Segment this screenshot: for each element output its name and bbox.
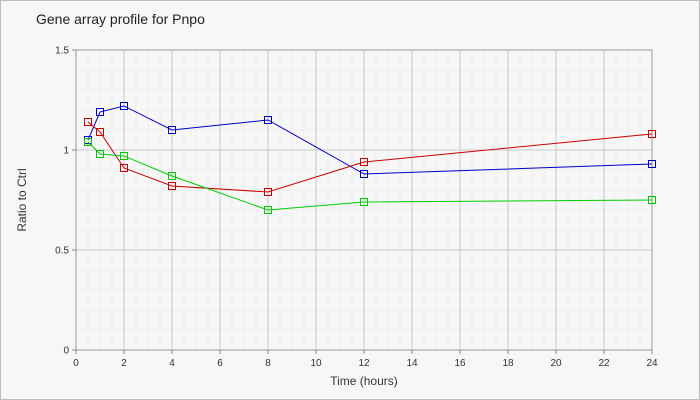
x-axis-label: Time (hours) xyxy=(330,374,398,388)
y-tick-label: 0.5 xyxy=(55,246,69,257)
y-axis-label: Ratio to Ctrl xyxy=(15,168,29,231)
series-2 xyxy=(84,118,656,196)
data-point-marker xyxy=(120,152,128,160)
series-line xyxy=(87,121,653,193)
data-point-marker xyxy=(648,196,656,204)
series-3 xyxy=(84,138,656,214)
data-point-marker xyxy=(84,138,92,146)
y-axis-ticks: 0 0.5 1 1.5 xyxy=(55,46,76,357)
x-axis-ticks: 0 2 4 6 8 10 12 14 16 18 20 22 24 xyxy=(73,350,658,369)
y-tick-label: 1.5 xyxy=(55,46,69,57)
data-point-marker xyxy=(360,198,368,206)
series-layer xyxy=(84,102,656,214)
x-tick-label: 20 xyxy=(550,358,562,369)
data-point-marker xyxy=(360,158,368,166)
y-tick-label: 0 xyxy=(63,346,69,357)
x-tick-label: 2 xyxy=(121,358,127,369)
x-tick-label: 8 xyxy=(265,358,271,369)
data-point-marker xyxy=(648,160,656,168)
x-tick-label: 18 xyxy=(502,358,514,369)
data-point-marker xyxy=(360,170,368,178)
data-point-marker xyxy=(168,172,176,180)
series-line xyxy=(87,141,653,211)
x-tick-label: 10 xyxy=(310,358,322,369)
data-point-marker xyxy=(264,188,272,196)
x-tick-label: 12 xyxy=(358,358,370,369)
x-tick-label: 6 xyxy=(217,358,223,369)
series-1 xyxy=(84,102,656,178)
data-point-marker xyxy=(96,150,104,158)
y-tick-label: 1 xyxy=(63,146,69,157)
chart-title: Gene array profile for Pnpo xyxy=(36,11,205,27)
data-point-marker xyxy=(120,164,128,172)
data-point-marker xyxy=(120,102,128,110)
x-tick-label: 4 xyxy=(169,358,175,369)
x-tick-label: 22 xyxy=(598,358,610,369)
major-grid xyxy=(75,49,653,351)
data-point-marker xyxy=(96,108,104,116)
series-line xyxy=(87,105,653,175)
x-tick-label: 0 xyxy=(73,358,79,369)
x-tick-label: 14 xyxy=(406,358,418,369)
x-tick-label: 24 xyxy=(646,358,658,369)
data-point-marker xyxy=(168,126,176,134)
data-point-marker xyxy=(264,206,272,214)
data-point-marker xyxy=(264,116,272,124)
data-point-marker xyxy=(96,128,104,136)
data-point-marker xyxy=(648,130,656,138)
data-point-marker xyxy=(168,182,176,190)
x-tick-label: 16 xyxy=(454,358,466,369)
data-point-marker xyxy=(84,118,92,126)
